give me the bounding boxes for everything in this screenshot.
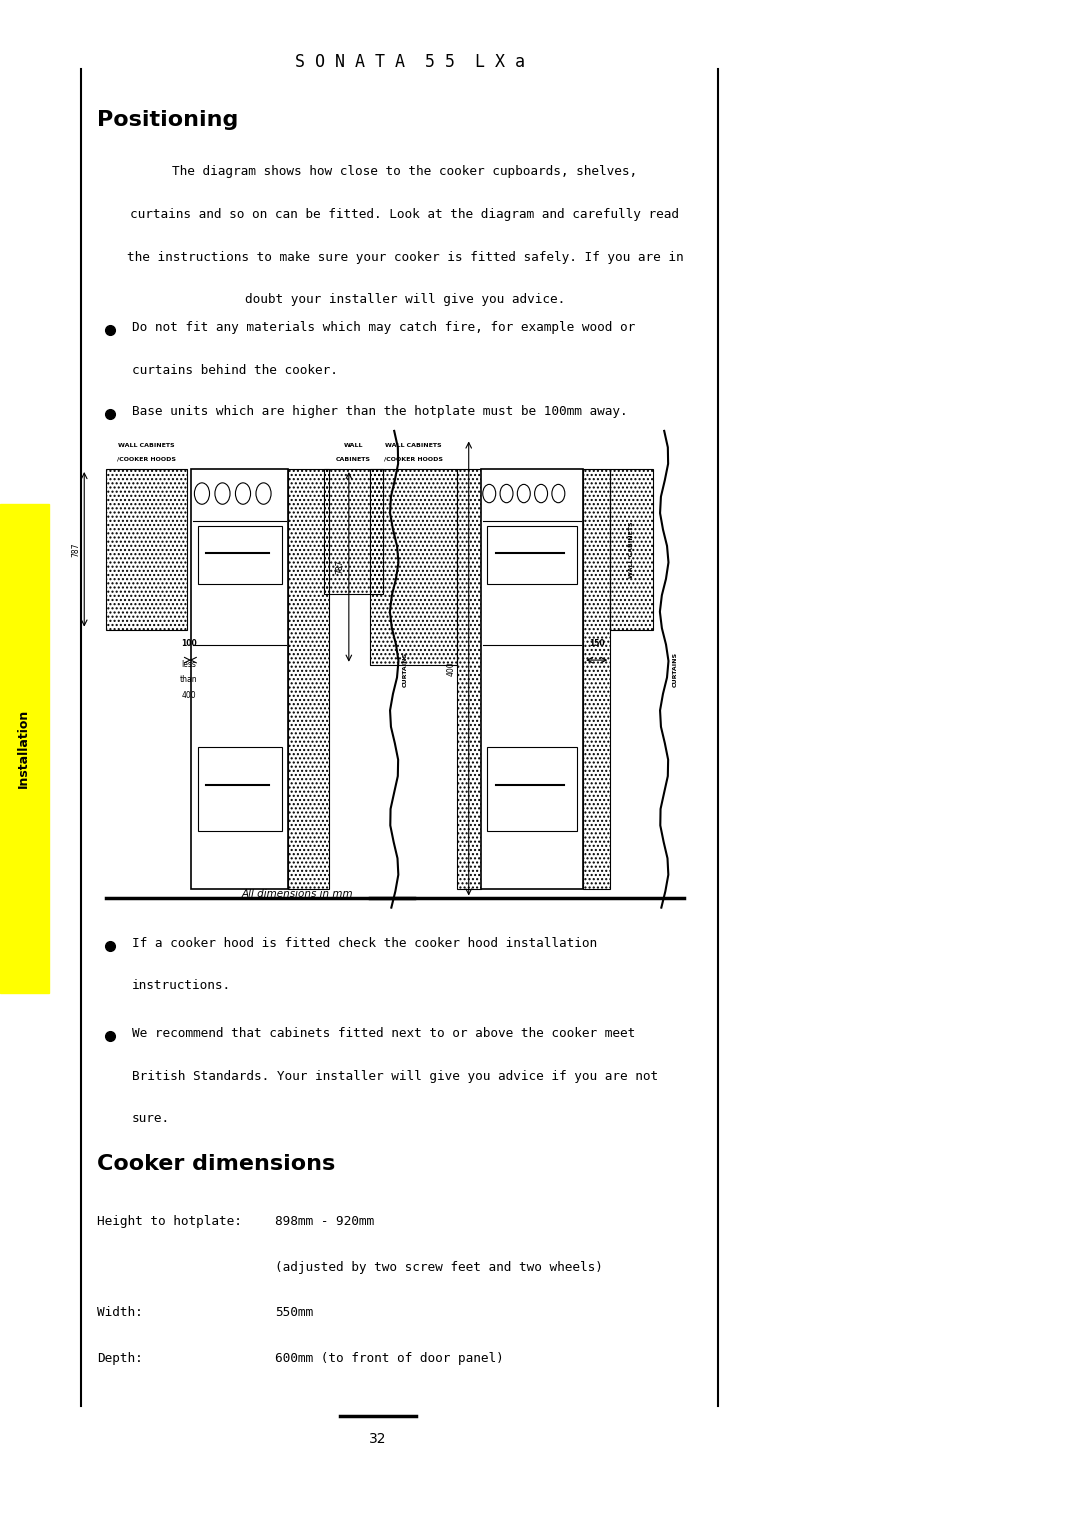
Text: instructions.: instructions.	[132, 979, 231, 993]
Text: CABINETS: CABINETS	[336, 457, 372, 461]
Bar	[481, 469, 583, 889]
Text: curtains behind the cooker.: curtains behind the cooker.	[132, 364, 338, 377]
Text: doubt your installer will give you advice.: doubt your installer will give you advic…	[245, 293, 565, 307]
Bar	[191, 469, 288, 889]
Text: Width:: Width:	[97, 1306, 143, 1320]
Text: /COOKER HOODS: /COOKER HOODS	[117, 457, 176, 461]
Text: 400: 400	[181, 691, 197, 700]
Text: The diagram shows how close to the cooker cupboards, shelves,: The diagram shows how close to the cooke…	[173, 165, 637, 179]
Text: less: less	[181, 660, 197, 669]
Text: curtains and so on can be fitted. Look at the diagram and carefully read: curtains and so on can be fitted. Look a…	[131, 208, 679, 222]
Bar	[0, 504, 49, 993]
Text: Height to hotplate:: Height to hotplate:	[97, 1215, 242, 1229]
Text: 787: 787	[71, 542, 80, 556]
Bar	[198, 526, 282, 584]
Text: Depth:: Depth:	[97, 1352, 143, 1366]
Text: Positioning: Positioning	[97, 110, 239, 130]
Text: WALL CABINETS: WALL CABINETS	[118, 443, 175, 448]
Bar	[487, 526, 577, 584]
Text: 787: 787	[336, 559, 345, 575]
Text: /COOKER HOODS: /COOKER HOODS	[384, 457, 443, 461]
Text: Base units which are higher than the hotplate must be 100mm away.: Base units which are higher than the hot…	[132, 405, 627, 419]
Text: WALL CABINETS: WALL CABINETS	[386, 443, 442, 448]
Text: 100: 100	[181, 639, 197, 648]
Text: Cooker dimensions: Cooker dimensions	[97, 1154, 336, 1174]
Bar	[487, 747, 577, 831]
Text: the instructions to make sure your cooker is fitted safely. If you are in: the instructions to make sure your cooke…	[126, 251, 684, 264]
Bar	[198, 747, 282, 831]
Bar	[288, 469, 329, 889]
Text: CURTAINS: CURTAINS	[403, 652, 407, 686]
Text: 898mm - 920mm: 898mm - 920mm	[275, 1215, 375, 1229]
Text: British Standards. Your installer will give you advice if you are not: British Standards. Your installer will g…	[132, 1070, 658, 1083]
Text: S O N A T A  5 5  L X a: S O N A T A 5 5 L X a	[296, 53, 525, 72]
Text: 600mm (to front of door panel): 600mm (to front of door panel)	[275, 1352, 504, 1366]
Text: Installation: Installation	[17, 709, 30, 788]
Text: than: than	[180, 675, 198, 685]
Text: Do not fit any materials which may catch fire, for example wood or: Do not fit any materials which may catch…	[132, 321, 635, 335]
Bar	[610, 469, 653, 630]
Bar	[370, 469, 457, 665]
Bar	[457, 469, 481, 889]
Text: 32: 32	[369, 1432, 387, 1445]
Text: All dimensions in mm: All dimensions in mm	[241, 889, 353, 900]
Text: 400: 400	[447, 662, 456, 675]
Text: CURTAINS: CURTAINS	[673, 652, 677, 686]
Text: WALL CABINETS: WALL CABINETS	[630, 521, 634, 578]
Text: We recommend that cabinets fitted next to or above the cooker meet: We recommend that cabinets fitted next t…	[132, 1027, 635, 1041]
Bar	[324, 469, 383, 594]
Text: If a cooker hood is fitted check the cooker hood installation: If a cooker hood is fitted check the coo…	[132, 937, 597, 950]
Text: WALL: WALL	[343, 443, 364, 448]
Text: (adjusted by two screw feet and two wheels): (adjusted by two screw feet and two whee…	[275, 1261, 604, 1274]
Text: sure.: sure.	[132, 1112, 170, 1126]
Text: 550mm: 550mm	[275, 1306, 313, 1320]
Bar	[106, 469, 187, 630]
Bar	[583, 469, 610, 889]
Text: 150: 150	[589, 639, 605, 648]
